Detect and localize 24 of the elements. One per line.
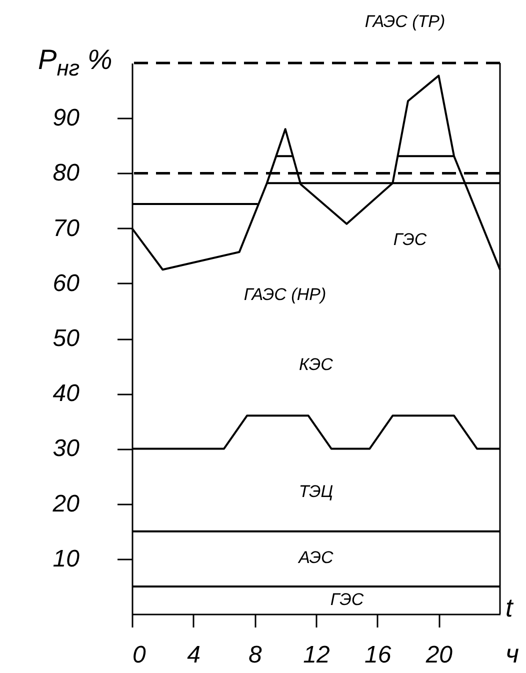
annotation: ГАЭС (НР) [242, 285, 328, 305]
text: ГАЭС (ТР) [364, 12, 446, 32]
annotation: ГЭС [329, 590, 365, 610]
y-tick-label: 30 [52, 435, 80, 462]
y-tick-label: 70 [52, 214, 80, 242]
annotation: АЭС [297, 548, 334, 568]
x-tick-label: 8 [248, 642, 262, 668]
y-tick-label: 60 [52, 270, 80, 297]
x-tick-label: 12 [303, 642, 330, 668]
annotation: ТЭЦ [298, 482, 334, 502]
x-tick-label: 20 [424, 642, 454, 668]
x-tick-label: 0 [132, 642, 146, 668]
y-tick-label: 40 [52, 380, 80, 408]
x-tick-label: 4 [187, 642, 201, 668]
y-axis-title: P$_{нг}$ % [38, 44, 112, 82]
y-tick-label: 20 [52, 490, 80, 518]
y-tick-label: 50 [52, 325, 80, 352]
x-tick-label: 16 [364, 642, 392, 668]
y-tick-label: 10 [52, 545, 80, 572]
annotation: ГЭС [392, 230, 428, 250]
annotation: КЭС [298, 355, 334, 375]
y-tick-label: 80 [52, 160, 80, 187]
y-tick-label: 90 [52, 104, 80, 132]
x-axis-title: t ч [506, 592, 519, 668]
